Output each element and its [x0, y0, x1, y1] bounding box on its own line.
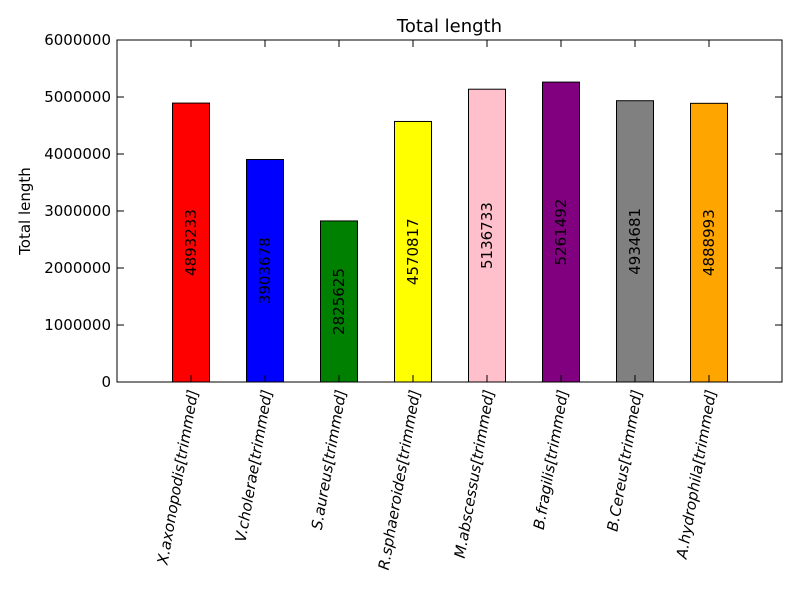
bar: [542, 81, 580, 383]
y-tick-label: 6000000: [44, 31, 111, 49]
y-tick-label: 1000000: [44, 316, 111, 334]
bar-value-label: 3903678: [256, 237, 274, 304]
y-ticks-layer: 0 1000000 2000000 3000000 4000000 5000000 6000…: [44, 31, 782, 391]
y-tick-label: 5000000: [44, 88, 111, 106]
bar-value-label: 4570817: [404, 218, 422, 285]
x-category-label: M.abscessus[trimmed]: [451, 388, 498, 559]
y-tick-label: 3000000: [44, 202, 111, 220]
bars-layer: [172, 81, 728, 383]
x-category-label: A.hydrophila[trimmed]: [673, 388, 721, 561]
chart-title: Total length: [396, 16, 502, 37]
x-category-label: R.sphaeroides[trimmed]: [375, 388, 424, 571]
bar-value-label: 2825625: [330, 268, 348, 335]
bar-value-label: 4934681: [626, 208, 644, 275]
y-axis-label: Total length: [16, 167, 34, 256]
x-category-label: V.cholerae[trimmed]: [232, 388, 277, 543]
bar: [690, 102, 728, 383]
x-category-label: S.aureus[trimmed]: [308, 388, 350, 531]
x-category-label: B.Cereus[trimmed]: [603, 388, 646, 532]
value-labels-layer: 4893233 3903678 2825625 4570817 5136733 52614…: [182, 199, 718, 335]
bar-value-label: 5136733: [478, 202, 496, 269]
bar-value-label: 5261492: [552, 199, 570, 266]
y-tick-label: 0: [101, 373, 111, 391]
x-category-label: B.fragilis[trimmed]: [530, 388, 572, 531]
y-tick-label: 2000000: [44, 259, 111, 277]
bar: [394, 120, 432, 383]
bar-value-label: 4888993: [700, 209, 718, 276]
x-category-label: X.axonopodis[trimmed]: [153, 388, 202, 567]
bar: [172, 102, 210, 383]
bar: [246, 158, 284, 383]
y-tick-label: 4000000: [44, 145, 111, 163]
bar: [320, 220, 358, 383]
bar-value-label: 4893233: [182, 209, 200, 276]
plot-frame: [116, 39, 783, 383]
